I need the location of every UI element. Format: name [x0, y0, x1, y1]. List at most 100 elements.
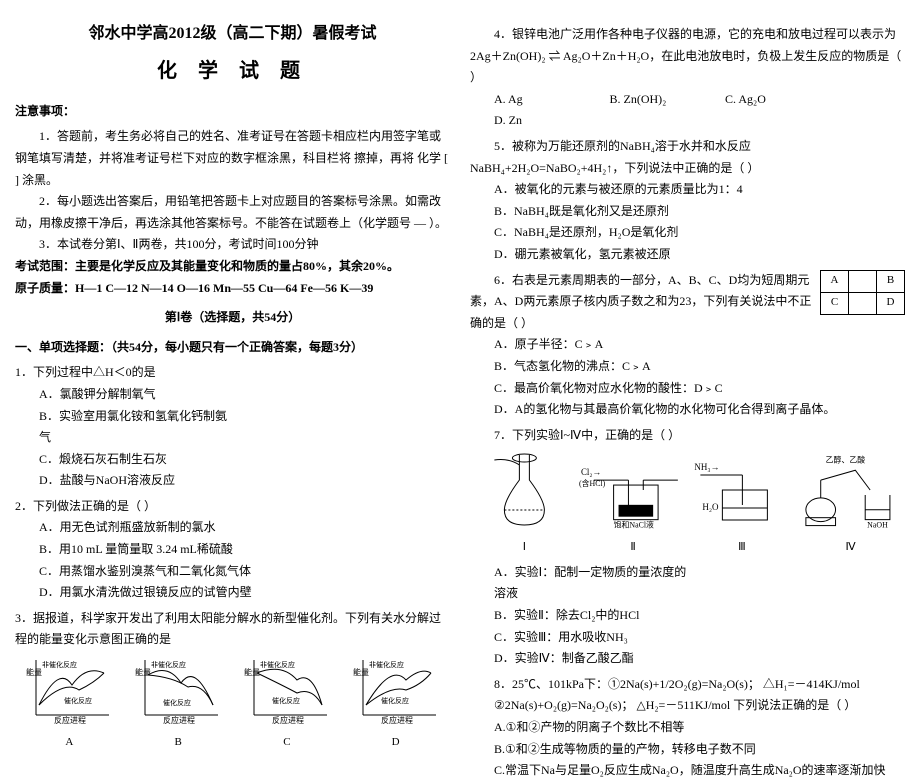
svg-text:能量: 能量 [26, 667, 42, 677]
q4-opt-a: A. Ag [494, 89, 589, 111]
svg-text:反应进程: 反应进程 [54, 715, 86, 725]
q1-opt-c: C．煅烧石灰石制生石灰 [39, 449, 236, 471]
atomic-masses: 原子质量：H—1 C—12 N—14 O—16 Mn—55 Cu—64 Fe—5… [15, 278, 450, 300]
svg-text:饱和NaCl液: 饱和NaCl液 [613, 520, 653, 530]
q6-opt-c: C．最高价氧化物对应水化物的酸性：D﹥C [494, 378, 723, 400]
q8-opt-c: C.常温下Na与足量O₂反应生成Na₂O，随温度升高生成Na₂O的速率逐渐加快 [494, 760, 886, 782]
q5-stem: 5．被称为万能还原剂的NaBH₄溶于水并和水反应 NaBH₄+2H₂O=NaBO… [470, 136, 905, 179]
graph-d: 能量 非催化反应 催化反应 反应进程 D [351, 655, 441, 752]
graph-d-label: D [351, 733, 441, 753]
exp4-label: Ⅳ [796, 538, 905, 558]
graph-b-label: B [133, 733, 223, 753]
q7-opt-c: C．实验Ⅲ：用水吸收NH₃ [494, 627, 691, 649]
question-7: 7．下列实验Ⅰ~Ⅳ中，正确的是（ ） Ⅰ Cl₂→ (含 [470, 425, 905, 670]
experiment-diagrams: Ⅰ Cl₂→ (含HCl) 饱和NaCl液 Ⅱ [470, 450, 905, 558]
svg-text:催化反应: 催化反应 [64, 696, 92, 705]
exp-3: NH₃→ H₂O Ⅲ [688, 450, 797, 558]
q1-opt-a: A．氯酸钾分解制氧气 [39, 384, 236, 406]
question-1: 1．下列过程中△H＜0的是 A．氯酸钾分解制氧气 B．实验室用氯化铵和氢氧化钙制… [15, 362, 450, 492]
q7-opt-a: A．实验Ⅰ：配制一定物质的量浓度的溶液 [494, 562, 691, 605]
svg-text:NH₃→: NH₃→ [694, 462, 719, 472]
exam-scope: 考试范围：主要是化学反应及其能量变化和物质的量占80%，其余20%。 [15, 256, 450, 278]
q2-opt-c: C．用蒸馏水鉴别溴蒸气和二氧化氮气体 [39, 561, 251, 583]
graph-c-label: C [242, 733, 332, 753]
energy-curve-c-icon: 能量 非催化反应 催化反应 反应进程 [242, 655, 332, 725]
volumetric-flask-icon [470, 450, 579, 530]
ester-prep-icon: 乙醇、乙酸 NaOH [796, 450, 905, 530]
q7-opt-d: D．实验Ⅳ：制备乙酸乙酯 [494, 648, 691, 670]
svg-text:(含HCl): (含HCl) [579, 478, 606, 488]
svg-text:H₂O: H₂O [702, 502, 719, 512]
svg-text:反应进程: 反应进程 [163, 715, 195, 725]
graph-a: 能量 非催化反应 催化反应 反应进程 A [24, 655, 114, 752]
exp1-label: Ⅰ [470, 538, 579, 558]
notice-1: 1．答题前，考生务必将自己的姓名、准考证号在答题卡相应栏内用签字笔或钢笔填写清楚… [15, 126, 450, 191]
svg-text:非催化反应: 非催化反应 [42, 660, 77, 669]
q2-opt-b: B．用10 mL 量筒量取 3.24 mL稀硫酸 [39, 539, 236, 561]
svg-text:乙醇、乙酸: 乙醇、乙酸 [826, 455, 866, 465]
q8-stem2: ②2Na(s)+O₂(g)=Na₂O₂(s)； △H₂=－511KJ/mol 下… [470, 695, 905, 717]
exp2-label: Ⅱ [579, 538, 688, 558]
section1-heading: 一、单项选择题：（共54分，每小题只有一个正确答案，每题3分） [15, 337, 450, 359]
energy-curve-d-icon: 能量 非催化反应 催化反应 反应进程 [351, 655, 441, 725]
cell-d: D [877, 292, 905, 314]
svg-text:能量: 能量 [244, 667, 260, 677]
question-8: 8．25℃、101kPa下：①2Na(s)+1/2O₂(g)=Na₂O(s)； … [470, 674, 905, 782]
cell-b: B [877, 270, 905, 292]
notice-3: 3．本试卷分第Ⅰ、Ⅱ两卷，共100分，考试时间100分钟 [15, 234, 450, 256]
exp-2: Cl₂→ (含HCl) 饱和NaCl液 Ⅱ [579, 450, 688, 558]
cell-empty1 [849, 270, 877, 292]
energy-graphs: 能量 非催化反应 催化反应 反应进程 A 能量 非催化反应 催化反应 反应进程 [15, 655, 450, 752]
svg-text:非催化反应: 非催化反应 [260, 660, 295, 669]
q7-opt-b: B．实验Ⅱ：除去Cl₂中的HCl [494, 605, 691, 627]
q5-opt-a: A．被氧化的元素与被还原的元素质量比为1：4 [494, 179, 743, 201]
svg-text:反应进程: 反应进程 [381, 715, 413, 725]
svg-text:催化反应: 催化反应 [163, 698, 191, 707]
q4-opt-b: B. Zn(OH)₂ [610, 89, 705, 111]
q8-stem1: 8．25℃、101kPa下：①2Na(s)+1/2O₂(g)=Na₂O(s)； … [470, 674, 905, 696]
q4-stem: 4．银锌电池广泛用作各种电子仪器的电源，它的充电和放电过程可以表示为 2Ag＋Z… [470, 24, 905, 89]
q1-opt-d: D．盐酸与NaOH溶液反应 [39, 470, 236, 492]
left-column: 邻水中学高2012级（高二下期）暑假考试 化 学 试 题 注意事项： 1．答题前… [15, 20, 450, 626]
q2-opt-d: D．用氯水清洗做过银镜反应的试管内壁 [39, 582, 252, 604]
q8-opt-b: B.①和②生成等物质的量的产物，转移电子数不同 [494, 739, 756, 761]
exam-title-2: 化 学 试 题 [15, 53, 450, 89]
svg-text:反应进程: 反应进程 [272, 715, 304, 725]
q5-opt-b: B．NaBH₄既是氧化剂又是还原剂 [494, 201, 669, 223]
q5-opt-d: D．硼元素被氧化，氢元素被还原 [494, 244, 671, 266]
cell-a: A [821, 270, 849, 292]
periodic-table-fragment: A B C D [820, 270, 905, 315]
notice-2: 2．每小题选出答案后，用铅笔把答题卡上对应题目的答案标号涂黑。如需改动，用橡皮擦… [15, 191, 450, 234]
svg-text:Cl₂→: Cl₂→ [581, 467, 601, 477]
svg-text:NaOH: NaOH [867, 521, 888, 530]
question-2: 2．下列做法正确的是（ ） A．用无色试剂瓶盛放新制的氯水 B．用10 mL 量… [15, 496, 450, 604]
energy-curve-b-icon: 能量 非催化反应 催化反应 反应进程 [133, 655, 223, 725]
q6-opt-b: B．气态氢化物的沸点：C﹥A [494, 356, 651, 378]
cell-c: C [821, 292, 849, 314]
gas-washing-icon: Cl₂→ (含HCl) 饱和NaCl液 [579, 450, 688, 530]
q7-stem: 7．下列实验Ⅰ~Ⅳ中，正确的是（ ） [470, 425, 905, 447]
ammonia-absorb-icon: NH₃→ H₂O [688, 450, 797, 530]
question-4: 4．银锌电池广泛用作各种电子仪器的电源，它的充电和放电过程可以表示为 2Ag＋Z… [470, 24, 905, 132]
question-5: 5．被称为万能还原剂的NaBH₄溶于水并和水反应 NaBH₄+2H₂O=NaBO… [470, 136, 905, 266]
svg-text:催化反应: 催化反应 [272, 696, 300, 705]
q3-stem: 3．据报道，科学家开发出了利用太阳能分解水的新型催化剂。下列有关水分解过程的能量… [15, 608, 450, 651]
exp-4: 乙醇、乙酸 NaOH Ⅳ [796, 450, 905, 558]
q4-opt-c: C. Ag₂O [725, 89, 820, 111]
svg-text:能量: 能量 [135, 667, 151, 677]
cell-empty2 [849, 292, 877, 314]
graph-c: 能量 非催化反应 催化反应 反应进程 C [242, 655, 332, 752]
question-3: 3．据报道，科学家开发出了利用太阳能分解水的新型催化剂。下列有关水分解过程的能量… [15, 608, 450, 753]
exp-1: Ⅰ [470, 450, 579, 558]
part1-heading: 第Ⅰ卷（选择题，共54分） [15, 307, 450, 329]
q1-opt-b: B．实验室用氯化铵和氢氧化钙制氨气 [39, 406, 236, 449]
q4-opt-d: D. Zn [494, 110, 589, 132]
q5-opt-c: C．NaBH₄是还原剂，H₂O是氧化剂 [494, 222, 678, 244]
exp3-label: Ⅲ [688, 538, 797, 558]
energy-curve-a-icon: 能量 非催化反应 催化反应 反应进程 [24, 655, 114, 725]
question-6: A B C D 6．右表是元素周期表的一部分，A、B、C、D均为短周期元素，A、… [470, 270, 905, 421]
notice-heading: 注意事项： [15, 101, 450, 123]
svg-text:非催化反应: 非催化反应 [369, 660, 404, 669]
svg-text:催化反应: 催化反应 [381, 696, 409, 705]
svg-text:非催化反应: 非催化反应 [151, 660, 186, 669]
